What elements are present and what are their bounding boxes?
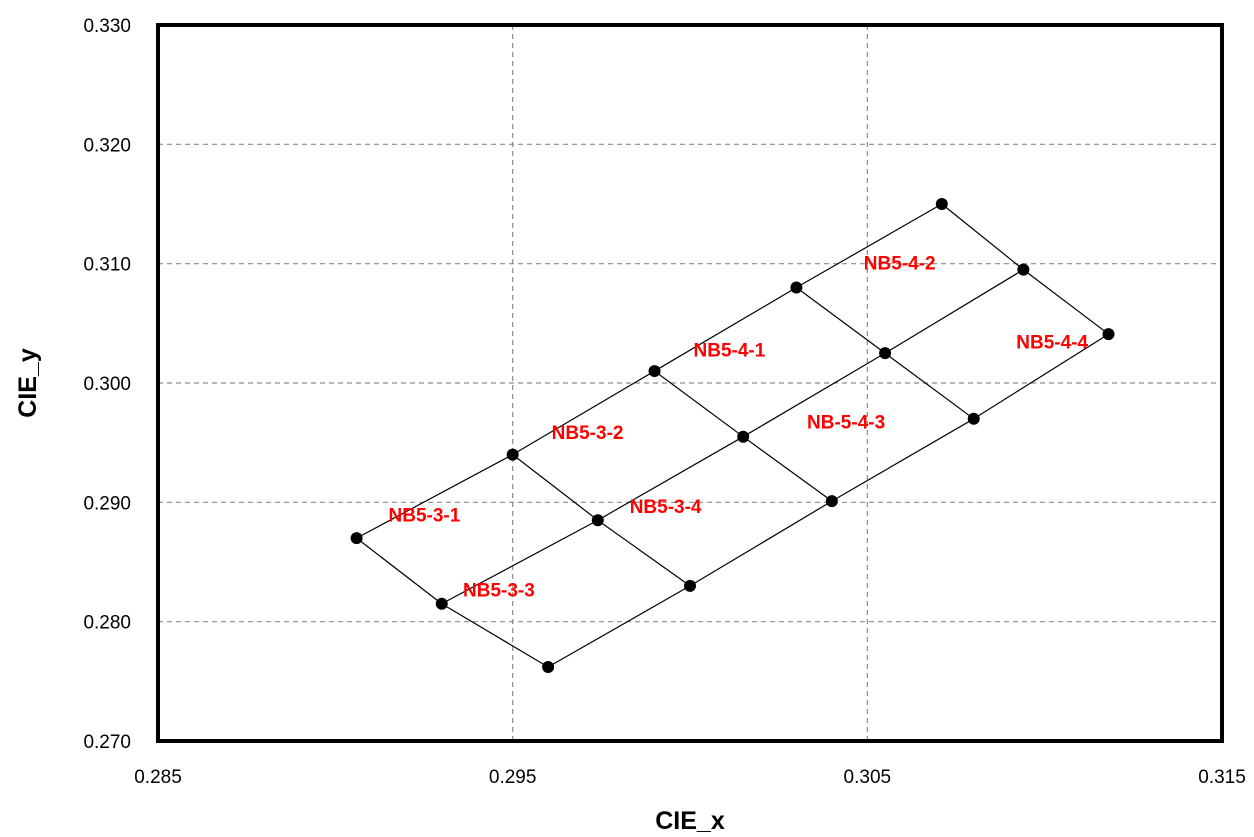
data-point (825, 495, 838, 508)
bin-labels: NB5-3-1 NB5-3-2 NB5-3-3 NB5-3-4 NB5-4-1 NB5-4… (389, 254, 1089, 602)
data-point (542, 661, 555, 674)
data-point (506, 448, 519, 461)
bin-edge (356, 454, 513, 539)
bin-edge (547, 585, 691, 668)
bin-edge (689, 500, 833, 587)
grid-lines (158, 25, 1222, 741)
bin-edge (831, 418, 975, 502)
data-point (790, 281, 803, 294)
bin-edge (441, 519, 599, 605)
bin-edge (654, 287, 797, 372)
y-tick-label: 0.330 (83, 16, 131, 37)
bin-edge (884, 269, 1024, 354)
x-tick-label: 0.315 (1198, 767, 1246, 788)
bin-edge (941, 203, 1024, 271)
x-axis-title: CIE_x (655, 807, 725, 835)
y-tick-label: 0.300 (83, 374, 131, 395)
x-tick-labels: 0.285 0.295 0.305 0.315 (134, 767, 1246, 788)
data-point (935, 198, 948, 210)
chromaticity-points (350, 198, 1115, 674)
bin-label: NB5-4-2 (864, 254, 936, 275)
y-tick-label: 0.270 (83, 732, 131, 753)
bin-edge (654, 370, 744, 438)
bin-label: NB5-3-2 (552, 423, 624, 444)
data-point (1017, 263, 1030, 276)
data-point (350, 532, 363, 545)
x-tick-label: 0.295 (489, 767, 537, 788)
y-tick-labels: 0.270 0.280 0.290 0.300 0.310 0.320 0.330 (83, 16, 131, 753)
y-axis-title: CIE_y (14, 348, 42, 418)
data-point (684, 579, 696, 592)
bin-label: NB5-4-4 (1016, 332, 1088, 353)
data-point (648, 365, 661, 378)
bin-label: NB-5-4-3 (807, 412, 885, 433)
bin-label: NB5-3-3 (463, 581, 535, 602)
bin-edge (356, 537, 443, 605)
x-tick-label: 0.305 (844, 767, 892, 788)
bin-edge (742, 352, 886, 438)
data-point (1102, 328, 1115, 341)
x-tick-label: 0.285 (134, 767, 182, 788)
bin-edge (742, 436, 833, 502)
bin-edge (884, 352, 975, 420)
data-point (879, 347, 892, 360)
bin-edge (512, 454, 599, 521)
y-tick-label: 0.320 (83, 135, 131, 156)
bin-edge (512, 370, 655, 456)
bin-edge (597, 436, 744, 521)
bin-edge (597, 519, 691, 587)
data-point (967, 412, 980, 425)
plot-frame (156, 23, 1224, 743)
bin-edge (1023, 269, 1109, 335)
bin-label: NB5-4-1 (694, 341, 766, 362)
data-point (591, 514, 604, 527)
data-point (435, 597, 448, 610)
bin-edge (796, 203, 943, 289)
y-tick-label: 0.310 (83, 255, 131, 276)
y-tick-label: 0.280 (83, 613, 131, 634)
y-tick-label: 0.290 (83, 493, 131, 514)
bin-edge (441, 603, 549, 668)
bin-label: NB5-3-4 (630, 497, 702, 518)
bin-edge (796, 287, 886, 354)
bin-edge (973, 333, 1109, 420)
bin-edges (356, 203, 1109, 668)
bin-label: NB5-3-1 (389, 505, 461, 526)
data-point (737, 430, 750, 443)
